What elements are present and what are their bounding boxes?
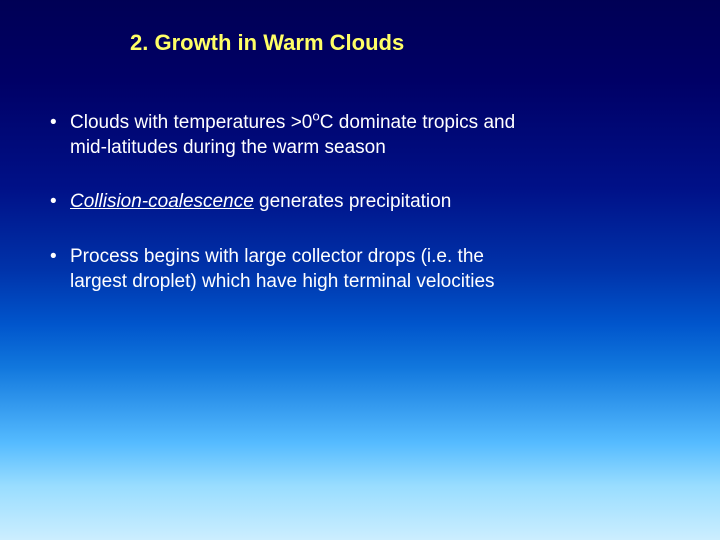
bullet-text: Process begins with large collector drop… <box>70 246 484 267</box>
bullet-item: Process begins with large collector drop… <box>50 245 670 294</box>
superscript: o <box>312 109 319 124</box>
bullet-continuation: largest droplet) which have high termina… <box>70 270 670 295</box>
bullet-text: Collision-coalescence generates precipit… <box>70 191 451 212</box>
slide-title: 2. Growth in Warm Clouds <box>130 30 670 56</box>
bullet-item: Collision-coalescence generates precipit… <box>50 190 670 215</box>
bullet-continuation: mid-latitudes during the warm season <box>70 136 670 161</box>
bullet-list: Clouds with temperatures >0oC dominate t… <box>50 111 670 294</box>
bullet-text: Clouds with temperatures >0oC dominate t… <box>70 112 515 133</box>
emphasis-text: Collision-coalescence <box>70 191 254 212</box>
bullet-item: Clouds with temperatures >0oC dominate t… <box>50 111 670 160</box>
slide: 2. Growth in Warm Clouds Clouds with tem… <box>0 0 720 540</box>
